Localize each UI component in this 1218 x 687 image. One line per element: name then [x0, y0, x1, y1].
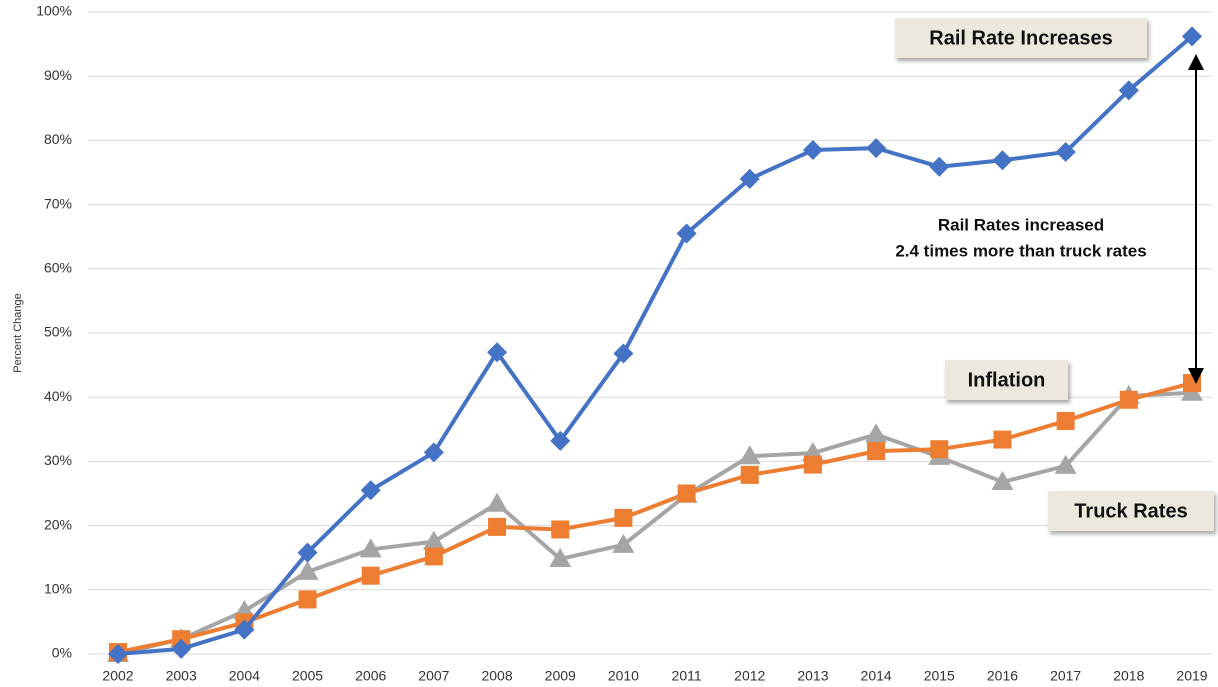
x-tick-label: 2003	[166, 668, 197, 684]
marker	[424, 547, 443, 566]
marker	[297, 542, 318, 563]
annotation: Rail Rates increased	[938, 215, 1104, 234]
x-tick-label: 2012	[734, 668, 765, 684]
x-tick-label: 2015	[924, 668, 955, 684]
marker	[930, 440, 949, 459]
y-tick-label: 0%	[52, 645, 72, 661]
x-tick-label: 2016	[987, 668, 1018, 684]
x-tick-label: 2014	[861, 668, 892, 684]
marker	[991, 470, 1014, 490]
x-tick-label: 2004	[229, 668, 260, 684]
x-tick-label: 2019	[1176, 668, 1207, 684]
marker	[803, 455, 822, 474]
marker	[993, 430, 1012, 449]
series-line	[117, 381, 1193, 655]
x-tick-label: 2002	[102, 668, 133, 684]
x-tick-label: 2005	[292, 668, 323, 684]
y-tick-label: 70%	[44, 195, 72, 211]
marker	[1119, 390, 1138, 409]
marker	[677, 484, 696, 503]
series-line	[117, 390, 1193, 656]
label-box	[895, 18, 1147, 58]
marker	[802, 140, 823, 161]
y-tick-label: 60%	[44, 260, 72, 276]
series-label: Rail Rate Increases	[929, 27, 1112, 49]
y-tick-label: 30%	[44, 452, 72, 468]
marker	[422, 530, 445, 550]
y-axis-label: Percent Change	[12, 293, 24, 373]
marker	[487, 342, 508, 363]
marker	[867, 442, 886, 461]
marker	[676, 223, 697, 244]
marker	[108, 644, 128, 664]
x-tick-label: 2007	[418, 668, 449, 684]
marker	[298, 590, 317, 609]
label-box	[1048, 491, 1214, 531]
y-tick-label: 100%	[36, 3, 72, 19]
marker	[740, 465, 759, 484]
y-tick-label: 10%	[44, 581, 72, 597]
series-label: Inflation	[968, 369, 1046, 391]
marker	[1183, 374, 1201, 393]
x-tick-label: 2008	[481, 668, 512, 684]
marker	[1055, 141, 1076, 162]
x-tick-label: 2006	[355, 668, 386, 684]
marker	[1054, 454, 1077, 474]
marker	[551, 520, 570, 539]
y-tick-label: 40%	[44, 388, 72, 404]
marker	[361, 566, 380, 585]
x-tick-label: 2013	[797, 668, 828, 684]
marker	[929, 156, 950, 177]
marker	[171, 638, 192, 659]
marker	[1182, 26, 1202, 47]
marker	[488, 517, 507, 536]
marker	[296, 560, 319, 580]
marker	[613, 343, 634, 364]
label-box	[945, 360, 1068, 400]
marker	[550, 430, 571, 451]
marker	[1118, 80, 1139, 101]
marker	[486, 492, 509, 512]
marker	[614, 508, 633, 527]
marker	[549, 547, 572, 567]
x-tick-label: 2009	[545, 668, 576, 684]
marker	[739, 168, 760, 189]
marker	[423, 442, 444, 463]
y-tick-label: 90%	[44, 67, 72, 83]
x-tick-label: 2011	[672, 668, 702, 684]
marker	[234, 619, 255, 640]
marker	[359, 538, 382, 558]
marker	[738, 445, 761, 465]
y-tick-label: 50%	[44, 324, 72, 340]
series-line	[117, 34, 1194, 656]
y-tick-label: 20%	[44, 516, 72, 532]
marker	[866, 138, 887, 159]
marker	[865, 423, 888, 443]
series-label: Truck Rates	[1074, 500, 1187, 522]
marker	[1056, 411, 1075, 430]
annotation: 2.4 times more than truck rates	[895, 241, 1146, 260]
marker	[992, 150, 1013, 171]
y-tick-label: 80%	[44, 131, 72, 147]
marker	[360, 480, 381, 501]
x-tick-label: 2018	[1113, 668, 1144, 684]
marker	[612, 533, 635, 553]
x-tick-label: 2010	[608, 668, 639, 684]
x-tick-label: 2017	[1050, 668, 1081, 684]
